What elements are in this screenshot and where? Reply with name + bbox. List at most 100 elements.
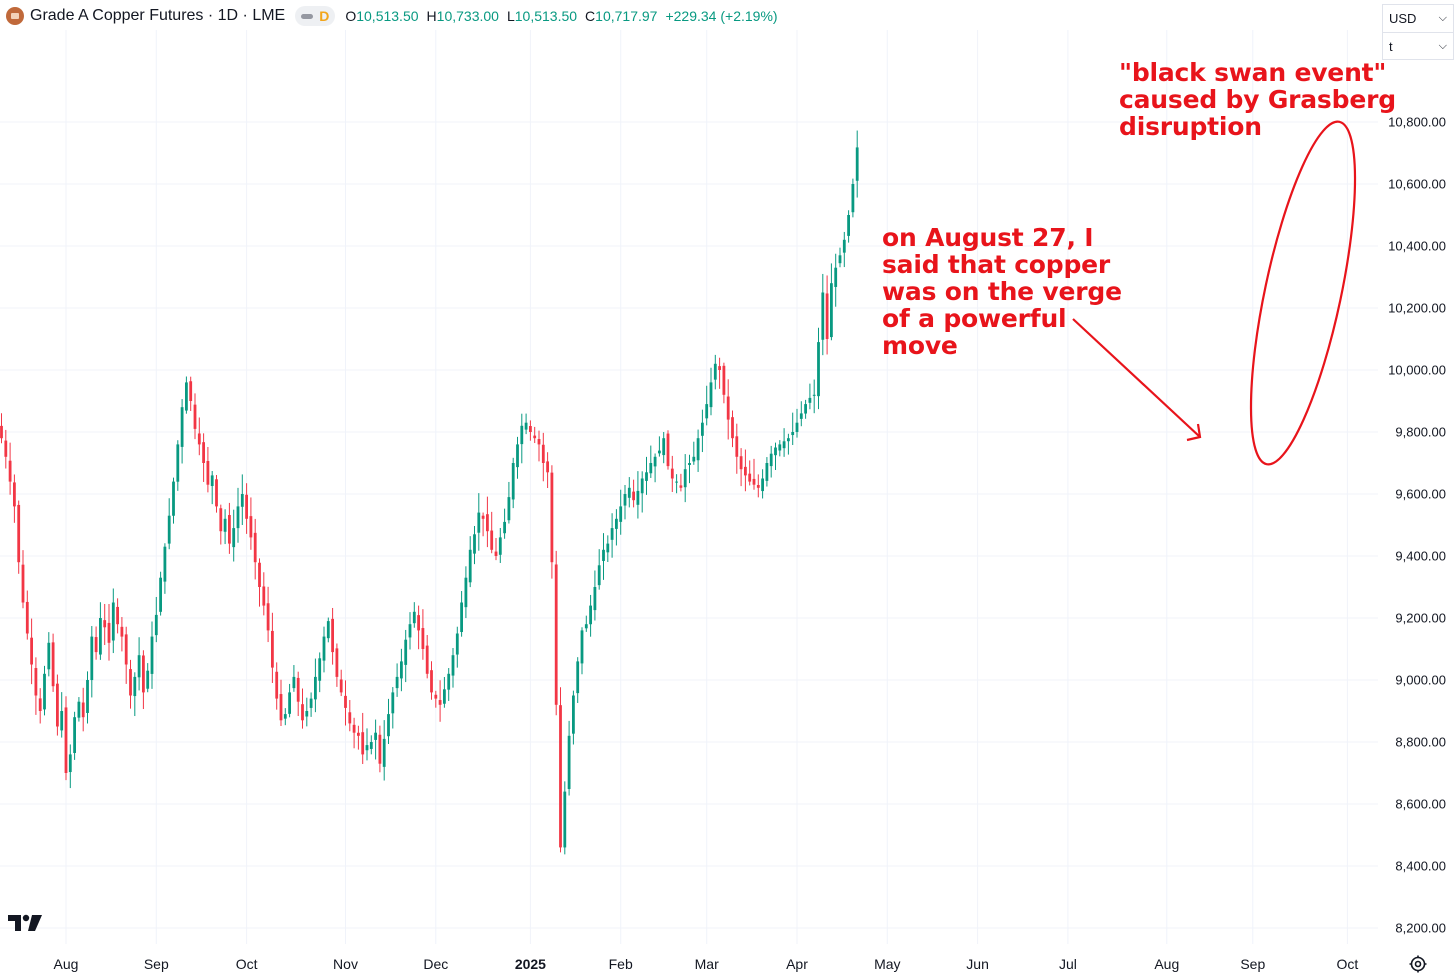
candle-body: [563, 791, 567, 848]
candle-body: [645, 472, 648, 481]
candle-body: [202, 442, 205, 463]
candle-body: [275, 671, 279, 699]
currency-value: USD: [1389, 11, 1417, 26]
settings-gear-icon[interactable]: [1408, 954, 1428, 974]
price-tick-label: 8,600.00: [1395, 797, 1446, 812]
candle-body: [99, 618, 102, 655]
candle-body: [30, 637, 33, 665]
candle-body: [490, 530, 494, 550]
annotation-arrow-line: [1072, 318, 1201, 438]
candle-body: [541, 444, 545, 463]
candle-body: [701, 422, 704, 436]
candle-body: [0, 425, 3, 439]
time-tick-label: Feb: [609, 956, 633, 972]
candle-body: [292, 676, 296, 689]
candle-body: [279, 694, 283, 721]
candle-body: [348, 712, 352, 724]
annotation-black-swan: "black swan event" caused by Grasberg di…: [1119, 59, 1396, 140]
currency-unit-selector[interactable]: USD ⌵ t ⌵: [1382, 4, 1454, 60]
price-tick-label: 10,600.00: [1388, 177, 1446, 192]
candle-body: [855, 147, 859, 181]
price-tick-label: 9,400.00: [1395, 549, 1446, 564]
candle-body: [503, 521, 506, 534]
candle-body: [8, 460, 12, 482]
candle-body: [619, 506, 623, 522]
candle-body: [107, 622, 111, 643]
candle-body: [13, 482, 16, 507]
close-label: C: [585, 8, 596, 24]
price-axis[interactable]: 8,200.00 8,400.00 8,600.00 8,800.00 9,000.00…: [1388, 115, 1446, 936]
copper-symbol-icon: [6, 7, 24, 25]
candle-body: [847, 215, 850, 236]
candle-body: [584, 624, 588, 629]
time-tick-label: Sep: [1240, 956, 1265, 972]
time-axis[interactable]: Aug Sep Oct Nov Dec 2025 Feb Mar Apr May Jun Jul Aug…: [54, 956, 1359, 972]
candle-body: [567, 735, 571, 789]
candle-body: [572, 695, 575, 734]
price-tick-label: 8,200.00: [1395, 921, 1446, 936]
candle-body: [236, 506, 240, 529]
candle-body: [133, 676, 137, 697]
open-value: 10,513.50: [356, 8, 419, 24]
candle-body: [146, 670, 150, 689]
price-tick-label: 9,200.00: [1395, 611, 1446, 626]
candle-body: [309, 698, 313, 708]
candle-body: [529, 426, 532, 432]
candle-body: [253, 532, 257, 563]
candle-body: [249, 516, 253, 538]
time-tick-label: Aug: [1154, 956, 1179, 972]
candle-body: [412, 611, 416, 624]
candle-body: [709, 382, 713, 408]
low-label: L: [506, 8, 515, 24]
candle-body: [240, 494, 244, 507]
candle-body: [830, 283, 833, 338]
candle-body: [817, 342, 820, 397]
candle-body: [262, 586, 266, 606]
candle-body: [421, 628, 425, 649]
unit-select[interactable]: t ⌵: [1383, 32, 1453, 59]
candle-body: [533, 435, 537, 439]
candle-body: [658, 450, 661, 454]
candle-body: [477, 512, 481, 533]
candle-body: [51, 642, 55, 687]
candle-body: [339, 679, 343, 693]
price-tick-label: 8,800.00: [1395, 735, 1446, 750]
candle-body: [382, 738, 386, 767]
candle-body: [159, 577, 162, 612]
candle-body: [400, 661, 403, 679]
candle-body: [615, 518, 618, 529]
candlestick-series: [0, 130, 859, 855]
price-tick-label: 9,000.00: [1395, 673, 1446, 688]
candle-body: [842, 239, 846, 253]
candle-body: [498, 537, 502, 555]
candle-body: [189, 381, 193, 401]
symbol-title[interactable]: Grade A Copper Futures · 1D · LME: [30, 7, 286, 24]
candle-body: [94, 637, 98, 653]
candle-body: [25, 601, 29, 634]
visibility-toggle-icon[interactable]: [301, 13, 314, 19]
candle-body: [494, 551, 498, 556]
annotation-line: of a powerful: [882, 304, 1067, 333]
chevron-down-icon: ⌵: [1438, 39, 1447, 52]
candle-body: [438, 700, 442, 705]
candle-body: [335, 648, 339, 677]
tradingview-logo-icon[interactable]: [8, 912, 44, 934]
candle-body: [632, 491, 635, 501]
candle-body: [150, 636, 154, 674]
candle-body: [314, 676, 317, 700]
candle-body: [744, 466, 747, 476]
interval-pill[interactable]: D: [295, 6, 336, 26]
price-tick-label: 8,400.00: [1395, 859, 1446, 874]
currency-select[interactable]: USD ⌵: [1383, 5, 1453, 32]
candle-body: [821, 292, 825, 340]
ohlc-values: O10,513.50 H10,733.00 L10,513.50 C10,717…: [345, 8, 777, 24]
candle-body: [245, 494, 248, 519]
candle-body: [812, 394, 816, 396]
candle-body: [455, 633, 459, 655]
candle-body: [795, 422, 799, 432]
candle-body: [662, 438, 666, 456]
time-tick-label: Sep: [144, 956, 169, 972]
candle-body: [636, 490, 640, 505]
candle-body: [81, 702, 85, 718]
